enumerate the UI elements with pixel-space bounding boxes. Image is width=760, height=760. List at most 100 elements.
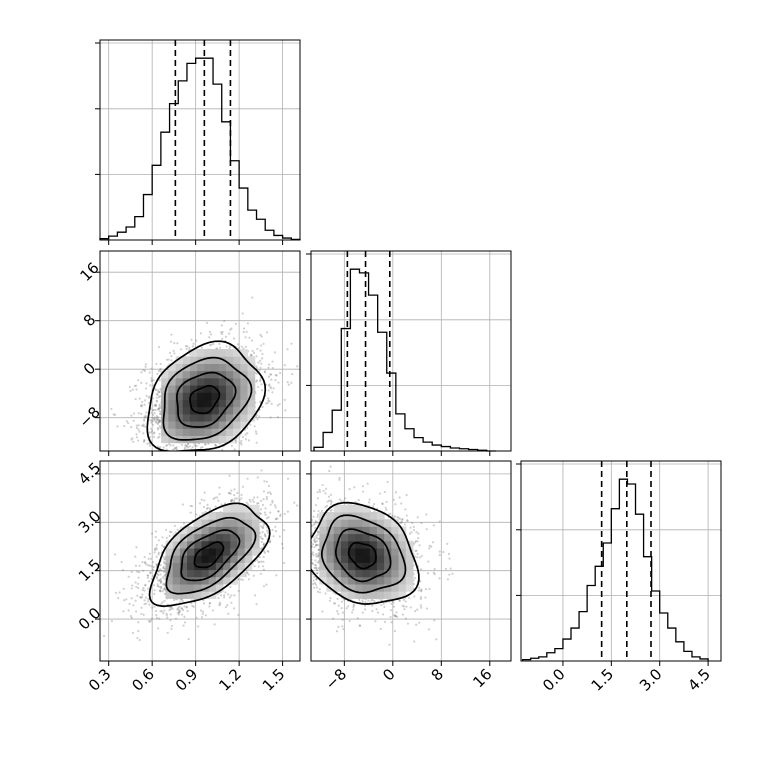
scatter-point [155, 614, 158, 617]
density-block [168, 435, 177, 444]
scatter-point [223, 594, 226, 597]
scatter-point [143, 464, 145, 466]
scatter-point [156, 408, 160, 411]
scatter-point [202, 602, 206, 605]
scatter-point [159, 367, 162, 370]
scatter-point [228, 492, 231, 495]
scatter-point [313, 536, 316, 539]
scatter-point [442, 550, 445, 554]
scatter-point [258, 359, 262, 362]
scatter-point [215, 444, 218, 448]
scatter-point [140, 371, 143, 374]
scatter-point [156, 428, 160, 431]
scatter-point [428, 547, 431, 550]
scatter-point [373, 503, 376, 506]
scatter-point [261, 503, 264, 507]
scatter-point [307, 515, 309, 517]
scatter-point [146, 442, 149, 445]
density-block [218, 421, 227, 429]
scatter-point [446, 542, 449, 545]
scatter-point [371, 604, 374, 607]
density-block [172, 555, 181, 563]
scatter-point [275, 517, 278, 521]
scatter-point [195, 444, 198, 447]
density-block [240, 370, 249, 379]
scatter-point [314, 526, 317, 530]
scatter-point [258, 369, 261, 372]
scatter-point [269, 373, 273, 376]
scatter-point [178, 609, 182, 613]
scatter-point [158, 470, 160, 472]
density-block [391, 547, 400, 556]
scatter-point [123, 424, 126, 428]
scatter-point [447, 552, 451, 556]
scatter-point [263, 511, 267, 514]
scatter-point [173, 446, 177, 450]
scatter-point [145, 411, 148, 414]
scatter-point [140, 596, 143, 599]
density-block [333, 547, 342, 556]
scatter-point [328, 469, 331, 473]
scatter-point [451, 572, 454, 575]
scatter-point [158, 410, 161, 413]
scatter-point [157, 420, 160, 424]
scatter-point [263, 551, 267, 554]
histogram-step [99, 57, 301, 241]
density-block [362, 504, 371, 513]
density-block [348, 583, 356, 592]
density-block [208, 576, 217, 585]
scatter-point [313, 545, 316, 549]
scatter-point [268, 541, 271, 544]
scatter-point [400, 521, 404, 524]
scatter-point [250, 353, 253, 357]
scatter-point [170, 627, 173, 630]
scatter-point [216, 496, 219, 499]
density-block [237, 519, 246, 527]
density-block [179, 540, 188, 549]
scatter-point [249, 500, 252, 503]
density-block [187, 569, 195, 578]
scatter-point [395, 611, 398, 614]
scatter-point [170, 355, 173, 358]
scatter-point [150, 367, 153, 370]
density-block [340, 540, 349, 549]
scatter-point [314, 583, 318, 586]
scatter-point [162, 446, 165, 449]
scatter-point [301, 530, 303, 532]
density-block [233, 356, 241, 364]
density-block [189, 349, 198, 357]
density-block [201, 547, 210, 556]
scatter-point [204, 614, 207, 617]
scatter-point [398, 496, 401, 499]
scatter-point [154, 388, 157, 391]
density-block [376, 519, 385, 527]
scatter-point [316, 561, 319, 564]
scatter-point [259, 333, 262, 336]
scatter-point [305, 538, 307, 540]
scatter-point [254, 430, 258, 433]
scatter-point [254, 365, 258, 368]
scatter-point [138, 430, 141, 433]
density-block [201, 519, 210, 527]
scatter-point [304, 534, 306, 536]
scatter-point [321, 483, 324, 487]
scatter-point [148, 371, 151, 374]
scatter-point [158, 390, 161, 394]
density-block [201, 576, 210, 585]
density-block [362, 547, 371, 556]
scatter-point [273, 504, 277, 507]
scatter-point [316, 590, 319, 593]
scatter-point [188, 463, 190, 465]
scatter-point [302, 544, 304, 546]
scatter-point [419, 597, 422, 601]
scatter-point [165, 358, 169, 361]
scatter-point [159, 563, 162, 567]
scatter-point [255, 603, 258, 606]
scatter-point [313, 566, 316, 570]
density-block [319, 526, 328, 535]
density-block [215, 519, 224, 527]
scatter-point [417, 532, 420, 535]
scatter-point [157, 627, 160, 630]
scatter-point [128, 385, 131, 389]
scatter-point [304, 515, 306, 517]
